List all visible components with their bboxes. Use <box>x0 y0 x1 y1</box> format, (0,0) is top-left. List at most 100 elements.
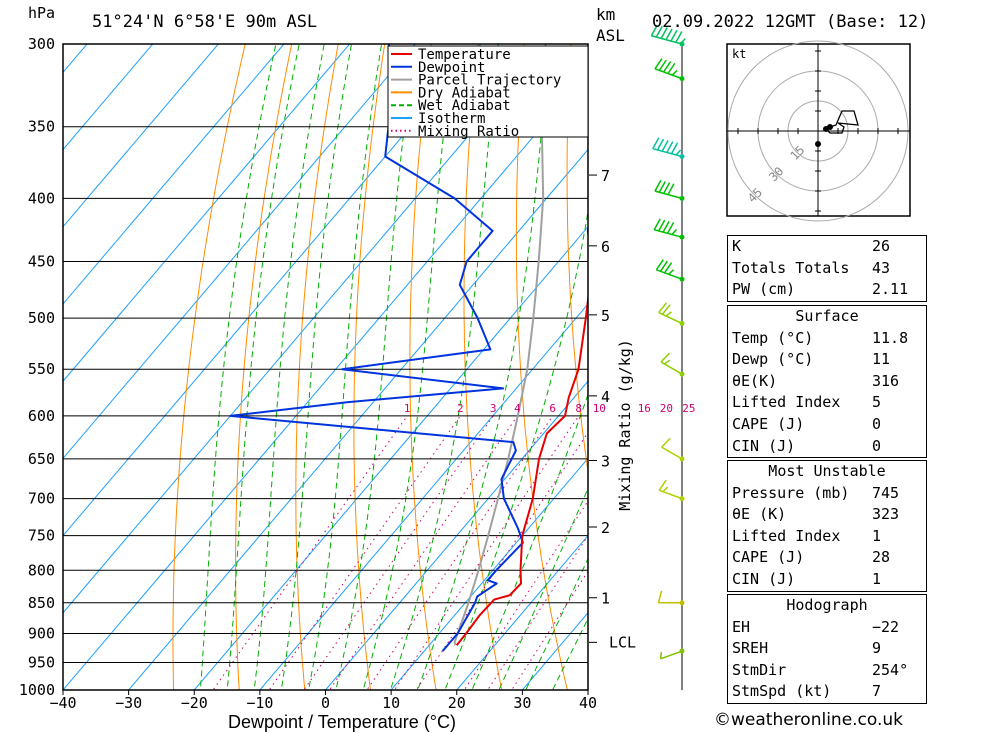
table-row: Pressure (mb) 745 <box>728 483 926 505</box>
wind-barb <box>657 590 685 606</box>
wind-barb-flag <box>655 259 664 271</box>
row-value: 5 <box>872 393 882 412</box>
wind-barb-flag <box>663 262 673 274</box>
wet-adiabat-line <box>551 617 588 690</box>
row-label: θE (K) <box>732 505 787 524</box>
wind-barb-flag <box>660 352 671 363</box>
legend-entry: Dry Adiabat <box>418 85 511 101</box>
wind-level-dot <box>679 496 685 502</box>
wind-level-dot <box>679 456 685 462</box>
row-label: Totals Totals <box>732 258 850 277</box>
hodograph-title: Hodograph <box>786 596 868 614</box>
wind-barb-flag <box>662 182 671 194</box>
dry-adiabat-line <box>463 44 503 690</box>
pressure-tick-label: 400 <box>28 189 55 207</box>
table-row: EH −22 <box>728 617 926 639</box>
wind-barb-flag <box>666 222 675 234</box>
row-value: 316 <box>872 371 900 390</box>
row-label: CIN (J) <box>732 436 796 455</box>
row-value: 1 <box>872 526 882 545</box>
row-value: 0 <box>872 414 882 433</box>
wind-barb <box>658 302 685 326</box>
isotherm-line <box>128 148 588 690</box>
wet-adiabat-line <box>280 44 353 690</box>
isotherm-line <box>63 44 219 228</box>
row-value: 2.11 <box>872 280 909 299</box>
wet-adiabat-line <box>253 44 325 690</box>
row-label: Lifted Index <box>732 393 841 412</box>
table-row: SREH 9 <box>728 638 926 660</box>
pressure-tick-label: 300 <box>28 35 55 53</box>
x-tick-label: −40 <box>49 694 76 712</box>
mixing-ratio-line <box>487 534 588 690</box>
wet-adiabat-line <box>226 44 300 690</box>
wind-barb-flag <box>652 137 660 150</box>
table-row: StmDir 254° <box>728 660 926 682</box>
dry-adiabat-line <box>515 44 568 690</box>
table-row: Totals Totals 43 <box>728 258 926 280</box>
row-value: 26 <box>872 237 891 255</box>
mixing-ratio-label: 8 <box>575 402 582 415</box>
pressure-tick-label: 900 <box>28 624 55 642</box>
wind-level-dot <box>679 234 685 240</box>
table-row: StmSpd (kt) 7 <box>728 681 926 703</box>
pressure-tick-label: 350 <box>28 118 55 136</box>
height-tick-label: 5 <box>601 307 610 325</box>
wind-barb <box>658 479 685 502</box>
isotherm-line <box>193 225 588 690</box>
isotherm-line <box>390 457 588 690</box>
x-tick-label: −30 <box>115 694 142 712</box>
wind-barb-flag <box>659 260 669 272</box>
hodograph-point <box>827 124 833 130</box>
wind-barb-flag <box>658 219 666 232</box>
legend-entry: Wet Adiabat <box>418 98 511 114</box>
wind-barb-flag <box>659 652 663 659</box>
table-row: CAPE (J) 0 <box>728 414 926 436</box>
wind-barb-flag <box>666 141 674 153</box>
isotherm-line <box>325 380 588 690</box>
mixing-ratio-line <box>212 415 408 690</box>
legend-entry: Parcel Trajectory <box>418 73 561 89</box>
row-label: CIN (J) <box>732 569 796 588</box>
wet-adiabat-line <box>417 44 551 690</box>
isotherm-line <box>63 44 416 460</box>
surface-title: Surface <box>795 307 859 325</box>
wind-level-dot <box>679 154 685 160</box>
wind-level-dot <box>679 195 685 201</box>
dry-adiabat-line <box>353 44 386 690</box>
copyright: ©weatheronline.co.uk <box>714 710 904 730</box>
mixing-ratio-label: 6 <box>549 402 556 415</box>
wind-barb-flag <box>658 59 667 71</box>
wind-barb <box>661 437 685 462</box>
row-value: 0 <box>872 436 882 455</box>
wind-barb-flag <box>667 62 676 74</box>
wind-barb-flag <box>670 29 678 42</box>
pressure-tick-label: 950 <box>28 653 55 671</box>
table-row: Dewp (°C) 11 <box>728 349 926 371</box>
pressure-unit-label: hPa <box>28 4 56 22</box>
wind-barb-flag <box>675 31 683 43</box>
wet-adiabat-line <box>335 44 416 690</box>
wind-barb-flag <box>654 58 663 70</box>
mixing-ratio-label: 20 <box>660 402 673 415</box>
wind-barb-flag <box>675 149 682 156</box>
wind-barb-flag <box>665 28 673 41</box>
x-tick-label: 40 <box>579 694 597 712</box>
table-row: Lifted Index 5 <box>728 392 926 414</box>
mixing-ratio-line <box>328 415 518 690</box>
x-tick-label: 30 <box>513 694 531 712</box>
height-tick-label: 7 <box>601 167 610 185</box>
wet-adiabat-line <box>199 44 277 690</box>
wind-barb-flag <box>658 181 666 193</box>
hodograph-table: Hodograph EH −22 SREH 9 StmDir 254° StmSpd (kt… <box>727 594 927 704</box>
wind-level-dot <box>679 371 685 377</box>
wind-barb-flag <box>670 142 679 155</box>
wind-barb-flag <box>653 218 661 231</box>
wind-barb-flag <box>671 228 678 235</box>
wind-barb-flag <box>654 179 662 192</box>
wind-barb-flag <box>665 311 672 317</box>
table-row: CIN (J) 0 <box>728 436 926 458</box>
pressure-tick-label: 700 <box>28 490 55 508</box>
wind-barb-flag <box>667 183 675 195</box>
